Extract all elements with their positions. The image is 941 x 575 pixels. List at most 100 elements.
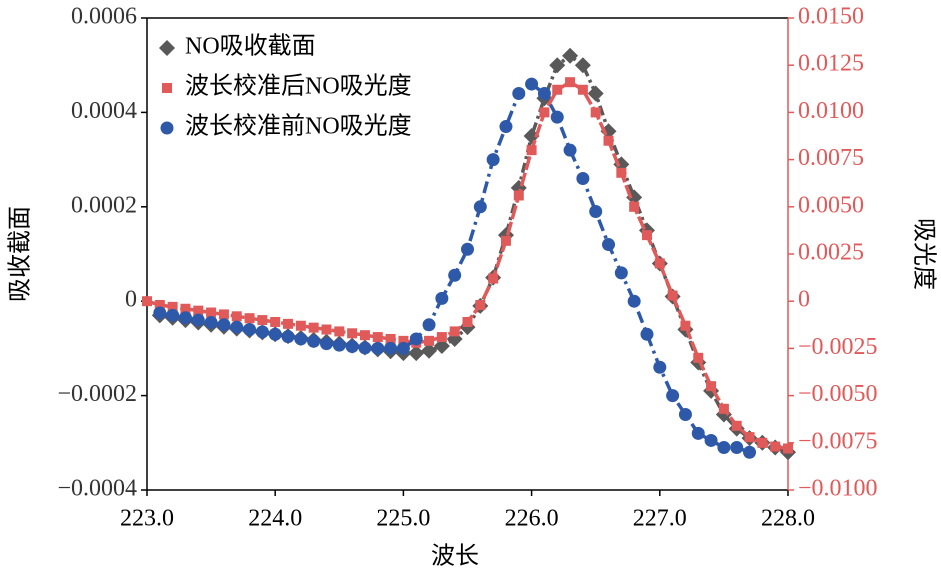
data-point xyxy=(770,441,781,452)
data-point xyxy=(614,266,628,280)
data-point xyxy=(667,290,678,301)
data-point xyxy=(257,315,268,326)
y2-axis-label: 吸光度 xyxy=(910,218,937,290)
data-point xyxy=(371,341,385,355)
legend-label: NO吸收截面 xyxy=(185,33,316,60)
data-point xyxy=(319,337,333,351)
y-tick-label: 0.0004 xyxy=(71,98,137,124)
y-axis-label: 吸收截面 xyxy=(7,206,34,302)
x-tick-label: 223.0 xyxy=(120,506,174,532)
data-point xyxy=(691,426,705,440)
data-point xyxy=(424,335,435,346)
data-point xyxy=(255,325,269,339)
data-point xyxy=(295,320,306,331)
data-point xyxy=(217,318,231,332)
series-line xyxy=(159,81,751,454)
data-point xyxy=(166,308,180,322)
data-point xyxy=(334,326,345,337)
data-point xyxy=(449,326,460,337)
legend-marker xyxy=(159,40,175,56)
data-point xyxy=(537,87,551,101)
y-tick-label: 0 xyxy=(125,287,137,313)
data-point xyxy=(193,305,204,316)
data-point xyxy=(730,441,744,455)
data-point xyxy=(602,238,616,252)
data-point xyxy=(218,309,229,320)
data-point xyxy=(178,311,192,325)
data-point xyxy=(512,87,526,101)
data-point xyxy=(488,273,499,284)
y-tick-label: −0.0002 xyxy=(57,381,137,407)
data-point xyxy=(153,306,167,320)
data-point xyxy=(268,327,282,341)
y2-tick-label: −0.0075 xyxy=(798,428,878,454)
data-point xyxy=(332,338,346,352)
data-point xyxy=(231,311,242,322)
data-point xyxy=(486,153,500,167)
y2-tick-label: 0.0050 xyxy=(798,192,864,218)
y2-tick-label: 0.0150 xyxy=(798,4,864,30)
data-point xyxy=(206,307,217,318)
data-point xyxy=(461,242,474,256)
data-point xyxy=(359,330,370,341)
data-point xyxy=(191,313,205,327)
data-point xyxy=(499,120,513,134)
data-point xyxy=(270,316,281,327)
legend-label: 波长校准前NO吸光度 xyxy=(185,113,412,140)
data-point xyxy=(577,84,588,95)
data-point xyxy=(783,443,793,454)
data-point xyxy=(666,389,680,403)
data-point xyxy=(641,230,652,241)
data-point xyxy=(372,332,383,343)
y2-tick-label: 0.0075 xyxy=(798,145,864,171)
y-tick-label: 0.0002 xyxy=(71,192,137,218)
data-point xyxy=(616,167,627,178)
data-point xyxy=(563,143,577,157)
data-point xyxy=(706,381,717,392)
data-point xyxy=(462,316,473,327)
y-tick-label: −0.0004 xyxy=(57,476,137,502)
data-point xyxy=(718,403,729,414)
data-point xyxy=(435,291,449,305)
data-point xyxy=(167,301,178,312)
data-point xyxy=(587,85,604,102)
y2-tick-label: 0.0125 xyxy=(798,51,864,77)
data-point xyxy=(576,171,590,185)
x-tick-label: 226.0 xyxy=(505,506,559,532)
data-point xyxy=(589,205,603,219)
data-point xyxy=(230,320,244,334)
x-axis-label: 波长 xyxy=(431,543,479,570)
data-point xyxy=(678,407,692,421)
data-point xyxy=(549,57,566,74)
data-point xyxy=(358,341,372,355)
data-point xyxy=(321,324,332,335)
data-point xyxy=(409,332,423,346)
legend-marker xyxy=(162,83,172,93)
data-point xyxy=(562,47,579,64)
data-point xyxy=(603,135,614,146)
y2-tick-label: −0.0100 xyxy=(798,476,878,502)
data-point xyxy=(281,330,295,344)
x-tick-label: 227.0 xyxy=(633,506,687,532)
data-point xyxy=(384,341,398,355)
data-point xyxy=(744,432,755,443)
data-point xyxy=(421,342,438,359)
data-point xyxy=(757,437,768,448)
data-point xyxy=(243,323,257,337)
data-point xyxy=(629,201,640,212)
data-point xyxy=(180,303,191,314)
data-point xyxy=(653,360,667,374)
data-point xyxy=(525,77,539,91)
data-point xyxy=(448,268,462,282)
y2-tick-label: 0.0025 xyxy=(798,240,864,266)
data-point xyxy=(244,313,255,324)
data-point xyxy=(590,107,601,118)
data-point xyxy=(680,320,691,331)
data-point xyxy=(523,128,540,144)
data-point xyxy=(308,322,319,333)
data-point xyxy=(422,318,436,332)
y-tick-label: 0.0006 xyxy=(71,4,137,30)
data-point xyxy=(513,190,524,201)
data-point xyxy=(539,107,550,118)
